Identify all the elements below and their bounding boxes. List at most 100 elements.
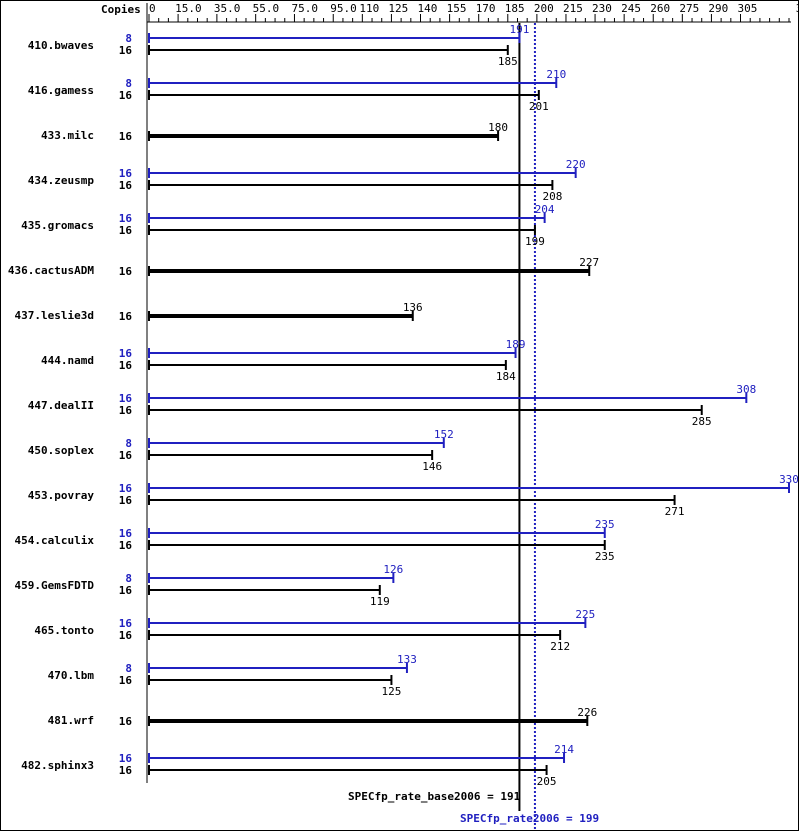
base-value-label: 199: [525, 235, 545, 248]
peak-value-label: 152: [434, 428, 454, 441]
copies-label: 16: [119, 539, 133, 552]
copies-label: 16: [119, 449, 133, 462]
benchmark-label: 459.GemsFDTD: [15, 579, 95, 592]
copies-label: 16: [119, 224, 133, 237]
benchmark-label: 444.namd: [41, 354, 94, 367]
peak-value-label: 210: [546, 68, 566, 81]
copies-label: 16: [119, 265, 133, 278]
x-tick-label: 260: [650, 2, 670, 15]
copies-label: 8: [125, 77, 132, 90]
copies-label: 16: [119, 347, 133, 360]
copies-label: 16: [119, 404, 133, 417]
benchmark-label: 454.calculix: [15, 534, 95, 547]
base-value-label: 125: [381, 685, 401, 698]
x-tick-label: 185: [505, 2, 525, 15]
axis-label: Copies: [101, 3, 141, 16]
x-tick-label: 245: [621, 2, 641, 15]
copies-label: 16: [119, 482, 133, 495]
x-tick-label: 140: [418, 2, 438, 15]
copies-label: 16: [119, 167, 133, 180]
copies-label: 8: [125, 662, 132, 675]
copies-label: 16: [119, 584, 133, 597]
base-value-label: 201: [529, 100, 549, 113]
x-tick-label: 200: [534, 2, 554, 15]
benchmark-label: 453.povray: [28, 489, 95, 502]
base-value-label: 271: [665, 505, 685, 518]
copies-label: 16: [119, 310, 133, 323]
x-tick-label: 95.0: [330, 2, 357, 15]
x-tick-label: 0: [149, 2, 156, 15]
x-tick-label: 305: [738, 2, 758, 15]
x-tick-label: 35.0: [214, 2, 241, 15]
benchmark-label: 450.soplex: [28, 444, 95, 457]
x-tick-label: 335: [796, 2, 798, 15]
peak-value-label: 191: [509, 23, 529, 36]
benchmark-label: 482.sphinx3: [21, 759, 94, 772]
x-tick-label: 275: [679, 2, 699, 15]
x-tick-label: 55.0: [253, 2, 280, 15]
peak-value-label: 220: [566, 158, 586, 171]
peak-score-label: SPECfp_rate2006 = 199: [460, 812, 599, 825]
peak-value-label: 133: [397, 653, 417, 666]
copies-label: 16: [119, 617, 133, 630]
base-value-label: 285: [692, 415, 712, 428]
peak-value-label: 330: [779, 473, 798, 486]
x-tick-label: 170: [476, 2, 496, 15]
copies-label: 16: [119, 359, 133, 372]
x-tick-label: 215: [563, 2, 583, 15]
x-tick-label: 290: [708, 2, 728, 15]
benchmark-label: 447.dealII: [28, 399, 94, 412]
base-value-label: 235: [595, 550, 615, 563]
benchmark-label: 435.gromacs: [21, 219, 94, 232]
copies-label: 16: [119, 764, 133, 777]
copies-label: 8: [125, 32, 132, 45]
copies-label: 16: [119, 752, 133, 765]
benchmark-label: 410.bwaves: [28, 39, 94, 52]
peak-value-label: 214: [554, 743, 574, 756]
x-tick-label: 155: [447, 2, 467, 15]
single-value-label: 227: [579, 256, 599, 269]
benchmark-label: 465.tonto: [34, 624, 94, 637]
benchmark-label: 436.cactusADM: [8, 264, 94, 277]
copies-label: 8: [125, 437, 132, 450]
benchmark-label: 470.lbm: [48, 669, 95, 682]
benchmark-label: 433.milc: [41, 129, 94, 142]
peak-value-label: 225: [575, 608, 595, 621]
copies-label: 16: [119, 715, 133, 728]
peak-value-label: 235: [595, 518, 615, 531]
copies-label: 16: [119, 629, 133, 642]
copies-label: 16: [119, 212, 133, 225]
peak-value-label: 204: [535, 203, 555, 216]
base-score-label: SPECfp_rate_base2006 = 191: [348, 790, 521, 803]
x-tick-label: 110: [359, 2, 379, 15]
base-value-label: 208: [542, 190, 562, 203]
x-tick-label: 125: [388, 2, 408, 15]
benchmark-label: 481.wrf: [48, 714, 94, 727]
copies-label: 16: [119, 392, 133, 405]
peak-value-label: 189: [506, 338, 526, 351]
benchmark-label: 434.zeusmp: [28, 174, 95, 187]
copies-label: 16: [119, 179, 133, 192]
copies-label: 16: [119, 89, 133, 102]
base-value-label: 146: [422, 460, 442, 473]
copies-label: 16: [119, 674, 133, 687]
copies-label: 16: [119, 527, 133, 540]
copies-label: 16: [119, 130, 133, 143]
benchmark-label: 437.leslie3d: [15, 309, 94, 322]
base-value-label: 185: [498, 55, 518, 68]
single-value-label: 180: [488, 121, 508, 134]
single-value-label: 136: [403, 301, 423, 314]
peak-value-label: 126: [383, 563, 403, 576]
x-tick-label: 15.0: [175, 2, 202, 15]
base-value-label: 119: [370, 595, 390, 608]
single-value-label: 226: [577, 706, 597, 719]
benchmark-label: 416.gamess: [28, 84, 94, 97]
base-value-label: 205: [537, 775, 557, 788]
copies-label: 8: [125, 572, 132, 585]
x-tick-label: 75.0: [291, 2, 318, 15]
x-tick-label: 230: [592, 2, 612, 15]
peak-value-label: 308: [736, 383, 756, 396]
copies-label: 16: [119, 44, 133, 57]
